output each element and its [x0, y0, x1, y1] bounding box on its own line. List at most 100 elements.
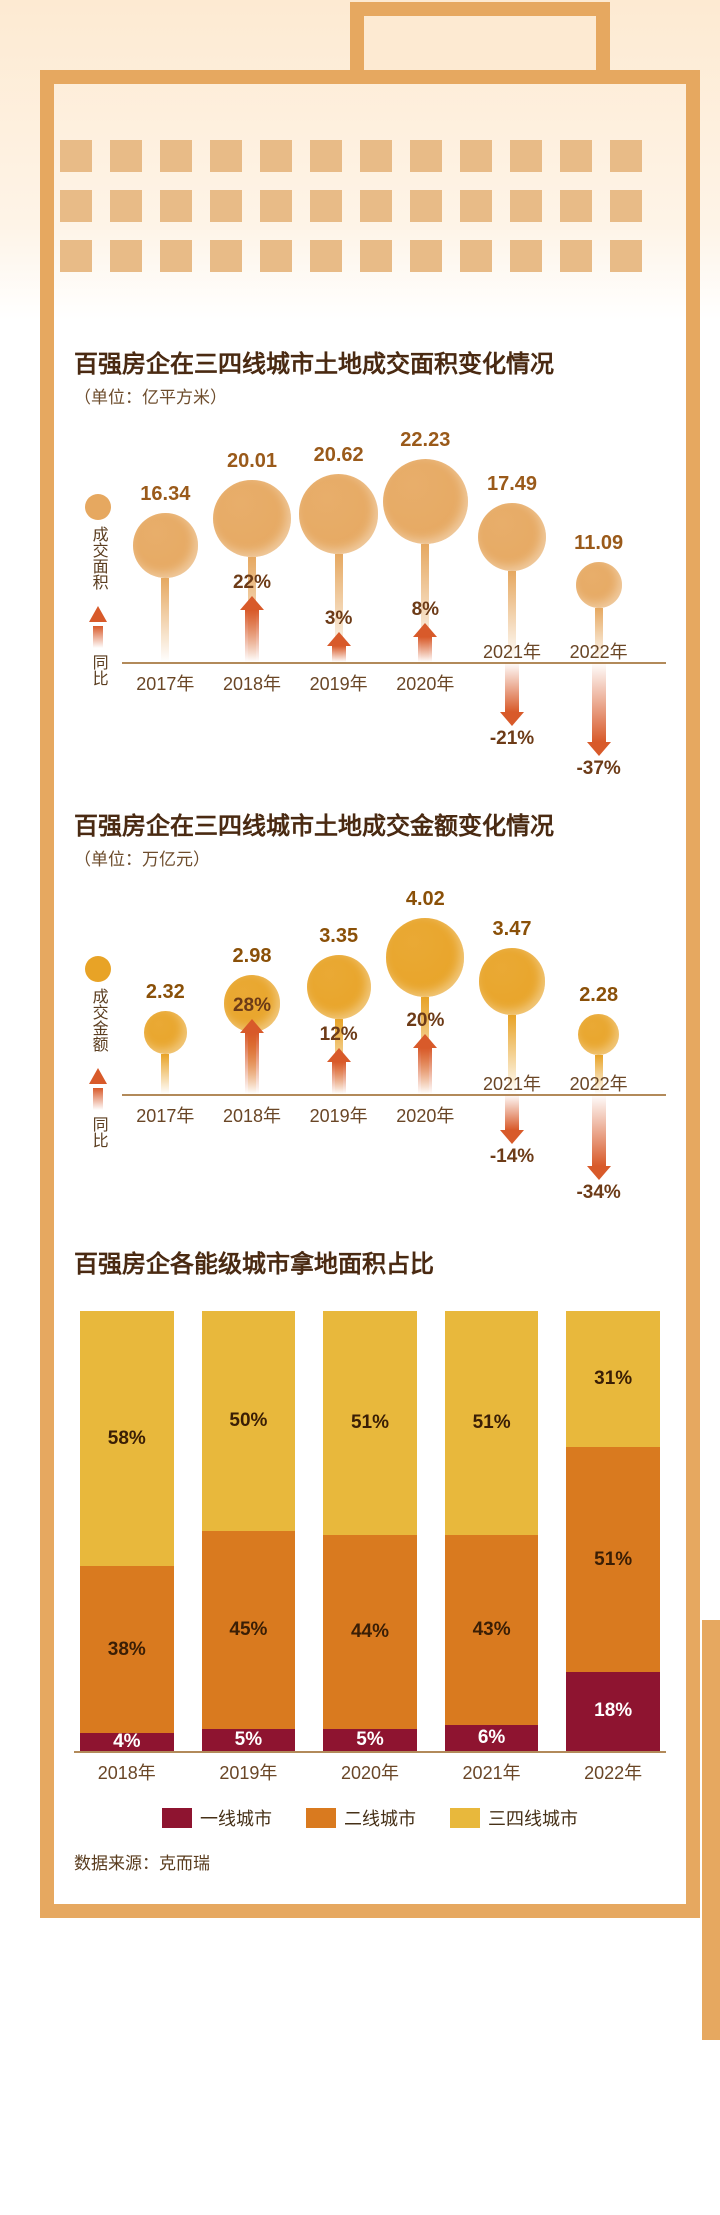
infographic-root: 百强房企在三四线城市土地成交面积变化情况 （单位：亿平方米） 成交面积 同比 1… — [0, 0, 720, 1918]
yoy-label: 22% — [208, 572, 296, 594]
legend-arrow-up-icon — [89, 1068, 107, 1084]
legend-bubble-icon — [85, 956, 111, 982]
year-label: 2018年 — [208, 670, 296, 696]
bar-segment: 31% — [566, 1311, 660, 1447]
year-label: 2022年 — [566, 1759, 660, 1785]
chart1: 成交面积 同比 16.342017年20.012018年22%20.622019… — [74, 422, 666, 792]
bubble — [578, 1014, 620, 1056]
yoy-label: -37% — [555, 758, 643, 780]
bubble — [383, 459, 468, 544]
legend-arrow-up-icon — [89, 606, 107, 622]
bubble — [576, 562, 622, 608]
bar-segment: 51% — [566, 1447, 660, 1671]
legend-item: 二线城市 — [306, 1805, 416, 1831]
header-building-art — [0, 0, 720, 320]
yoy-label: 28% — [208, 995, 296, 1017]
legend-swatch — [306, 1808, 336, 1828]
value-label: 20.01 — [208, 450, 296, 473]
year-label: 2020年 — [323, 1759, 417, 1785]
bubble — [213, 480, 290, 557]
legend-item: 一线城市 — [162, 1805, 272, 1831]
legend-item: 三四线城市 — [450, 1805, 578, 1831]
chart1-unit: （单位：亿平方米） — [74, 383, 666, 408]
chart2: 成交金额 同比 2.322017年2.982018年28%3.352019年12… — [74, 884, 666, 1214]
yoy-label: -14% — [468, 1146, 556, 1168]
bar-segment: 6% — [445, 1725, 539, 1751]
legend-label: 二线城市 — [344, 1805, 416, 1831]
bubble — [144, 1011, 187, 1054]
bar-segment: 45% — [202, 1531, 296, 1729]
stacked-bar: 4%38%58% — [80, 1311, 174, 1751]
yoy-label: 8% — [381, 599, 469, 621]
year-label: 2020年 — [381, 670, 469, 696]
chart3-plot: 4%38%58%5%45%50%5%44%51%6%43%51%18%51%31… — [74, 1293, 666, 1753]
chart3-title: 百强房企各能级城市拿地面积占比 — [74, 1244, 666, 1279]
bubble — [299, 474, 379, 554]
stacked-bar: 18%51%31% — [566, 1311, 660, 1751]
legend-arrow-label: 同比 — [88, 1116, 107, 1148]
bar-segment: 43% — [445, 1535, 539, 1724]
value-label: 16.34 — [121, 483, 209, 506]
year-label: 2019年 — [202, 1759, 296, 1785]
content-panel: 百强房企在三四线城市土地成交面积变化情况 （单位：亿平方米） 成交面积 同比 1… — [40, 320, 700, 1918]
chart2-unit: （单位：万亿元） — [74, 845, 666, 870]
yoy-label: -34% — [555, 1182, 643, 1204]
year-label: 2018年 — [208, 1102, 296, 1128]
side-building-art — [702, 1620, 720, 2040]
value-label: 4.02 — [381, 888, 469, 911]
value-label: 3.47 — [468, 918, 556, 941]
stacked-bar: 5%45%50% — [202, 1311, 296, 1751]
data-source: 数据来源：克而瑞 — [74, 1849, 666, 1874]
bar-segment: 51% — [445, 1311, 539, 1535]
yoy-label: 20% — [381, 1010, 469, 1032]
value-label: 22.23 — [381, 429, 469, 452]
year-label: 2021年 — [468, 1070, 556, 1096]
yoy-label: 12% — [295, 1024, 383, 1046]
bar-segment: 51% — [323, 1311, 417, 1535]
yoy-label: -21% — [468, 728, 556, 750]
legend-label: 一线城市 — [200, 1805, 272, 1831]
legend-bubble-label: 成交金额 — [88, 988, 107, 1052]
year-label: 2019年 — [295, 670, 383, 696]
yoy-label: 3% — [295, 608, 383, 630]
stacked-bar: 5%44%51% — [323, 1311, 417, 1751]
bubble — [386, 918, 464, 996]
chart2-title: 百强房企在三四线城市土地成交金额变化情况 — [74, 806, 666, 841]
legend-bubble-icon — [85, 494, 111, 520]
value-label: 11.09 — [555, 532, 643, 555]
chart3-legend: 一线城市 二线城市 三四线城市 — [74, 1805, 666, 1831]
year-label: 2019年 — [295, 1102, 383, 1128]
legend-label: 三四线城市 — [488, 1805, 578, 1831]
bar-segment: 58% — [80, 1311, 174, 1566]
legend-swatch — [450, 1808, 480, 1828]
value-label: 3.35 — [295, 925, 383, 948]
year-label: 2017年 — [121, 1102, 209, 1128]
bar-segment: 4% — [80, 1733, 174, 1751]
bar-segment: 44% — [323, 1535, 417, 1729]
year-label: 2021年 — [468, 638, 556, 664]
year-label: 2022年 — [555, 1070, 643, 1096]
bar-segment: 50% — [202, 1311, 296, 1531]
bubble — [479, 948, 546, 1015]
year-label: 2017年 — [121, 670, 209, 696]
value-label: 17.49 — [468, 473, 556, 496]
chart2-legend: 成交金额 同比 — [74, 884, 122, 1214]
bar-segment: 5% — [202, 1729, 296, 1751]
value-label: 2.32 — [121, 981, 209, 1004]
bubble — [307, 955, 371, 1019]
legend-arrow-label: 同比 — [88, 654, 107, 686]
bar-segment: 18% — [566, 1672, 660, 1751]
bubble — [478, 503, 547, 572]
year-label: 2021年 — [445, 1759, 539, 1785]
chart1-plot: 16.342017年20.012018年22%20.622019年3%22.23… — [122, 422, 666, 792]
chart1-title: 百强房企在三四线城市土地成交面积变化情况 — [74, 344, 666, 379]
bar-segment: 38% — [80, 1566, 174, 1733]
chart3-x-axis: 2018年 2019年 2020年 2021年 2022年 — [74, 1753, 666, 1785]
year-label: 2022年 — [555, 638, 643, 664]
year-label: 2020年 — [381, 1102, 469, 1128]
value-label: 2.28 — [555, 984, 643, 1007]
chart3: 4%38%58%5%45%50%5%44%51%6%43%51%18%51%31… — [74, 1293, 666, 1831]
bar-segment: 5% — [323, 1729, 417, 1751]
year-label: 2018年 — [80, 1759, 174, 1785]
legend-bubble-label: 成交面积 — [88, 526, 107, 590]
